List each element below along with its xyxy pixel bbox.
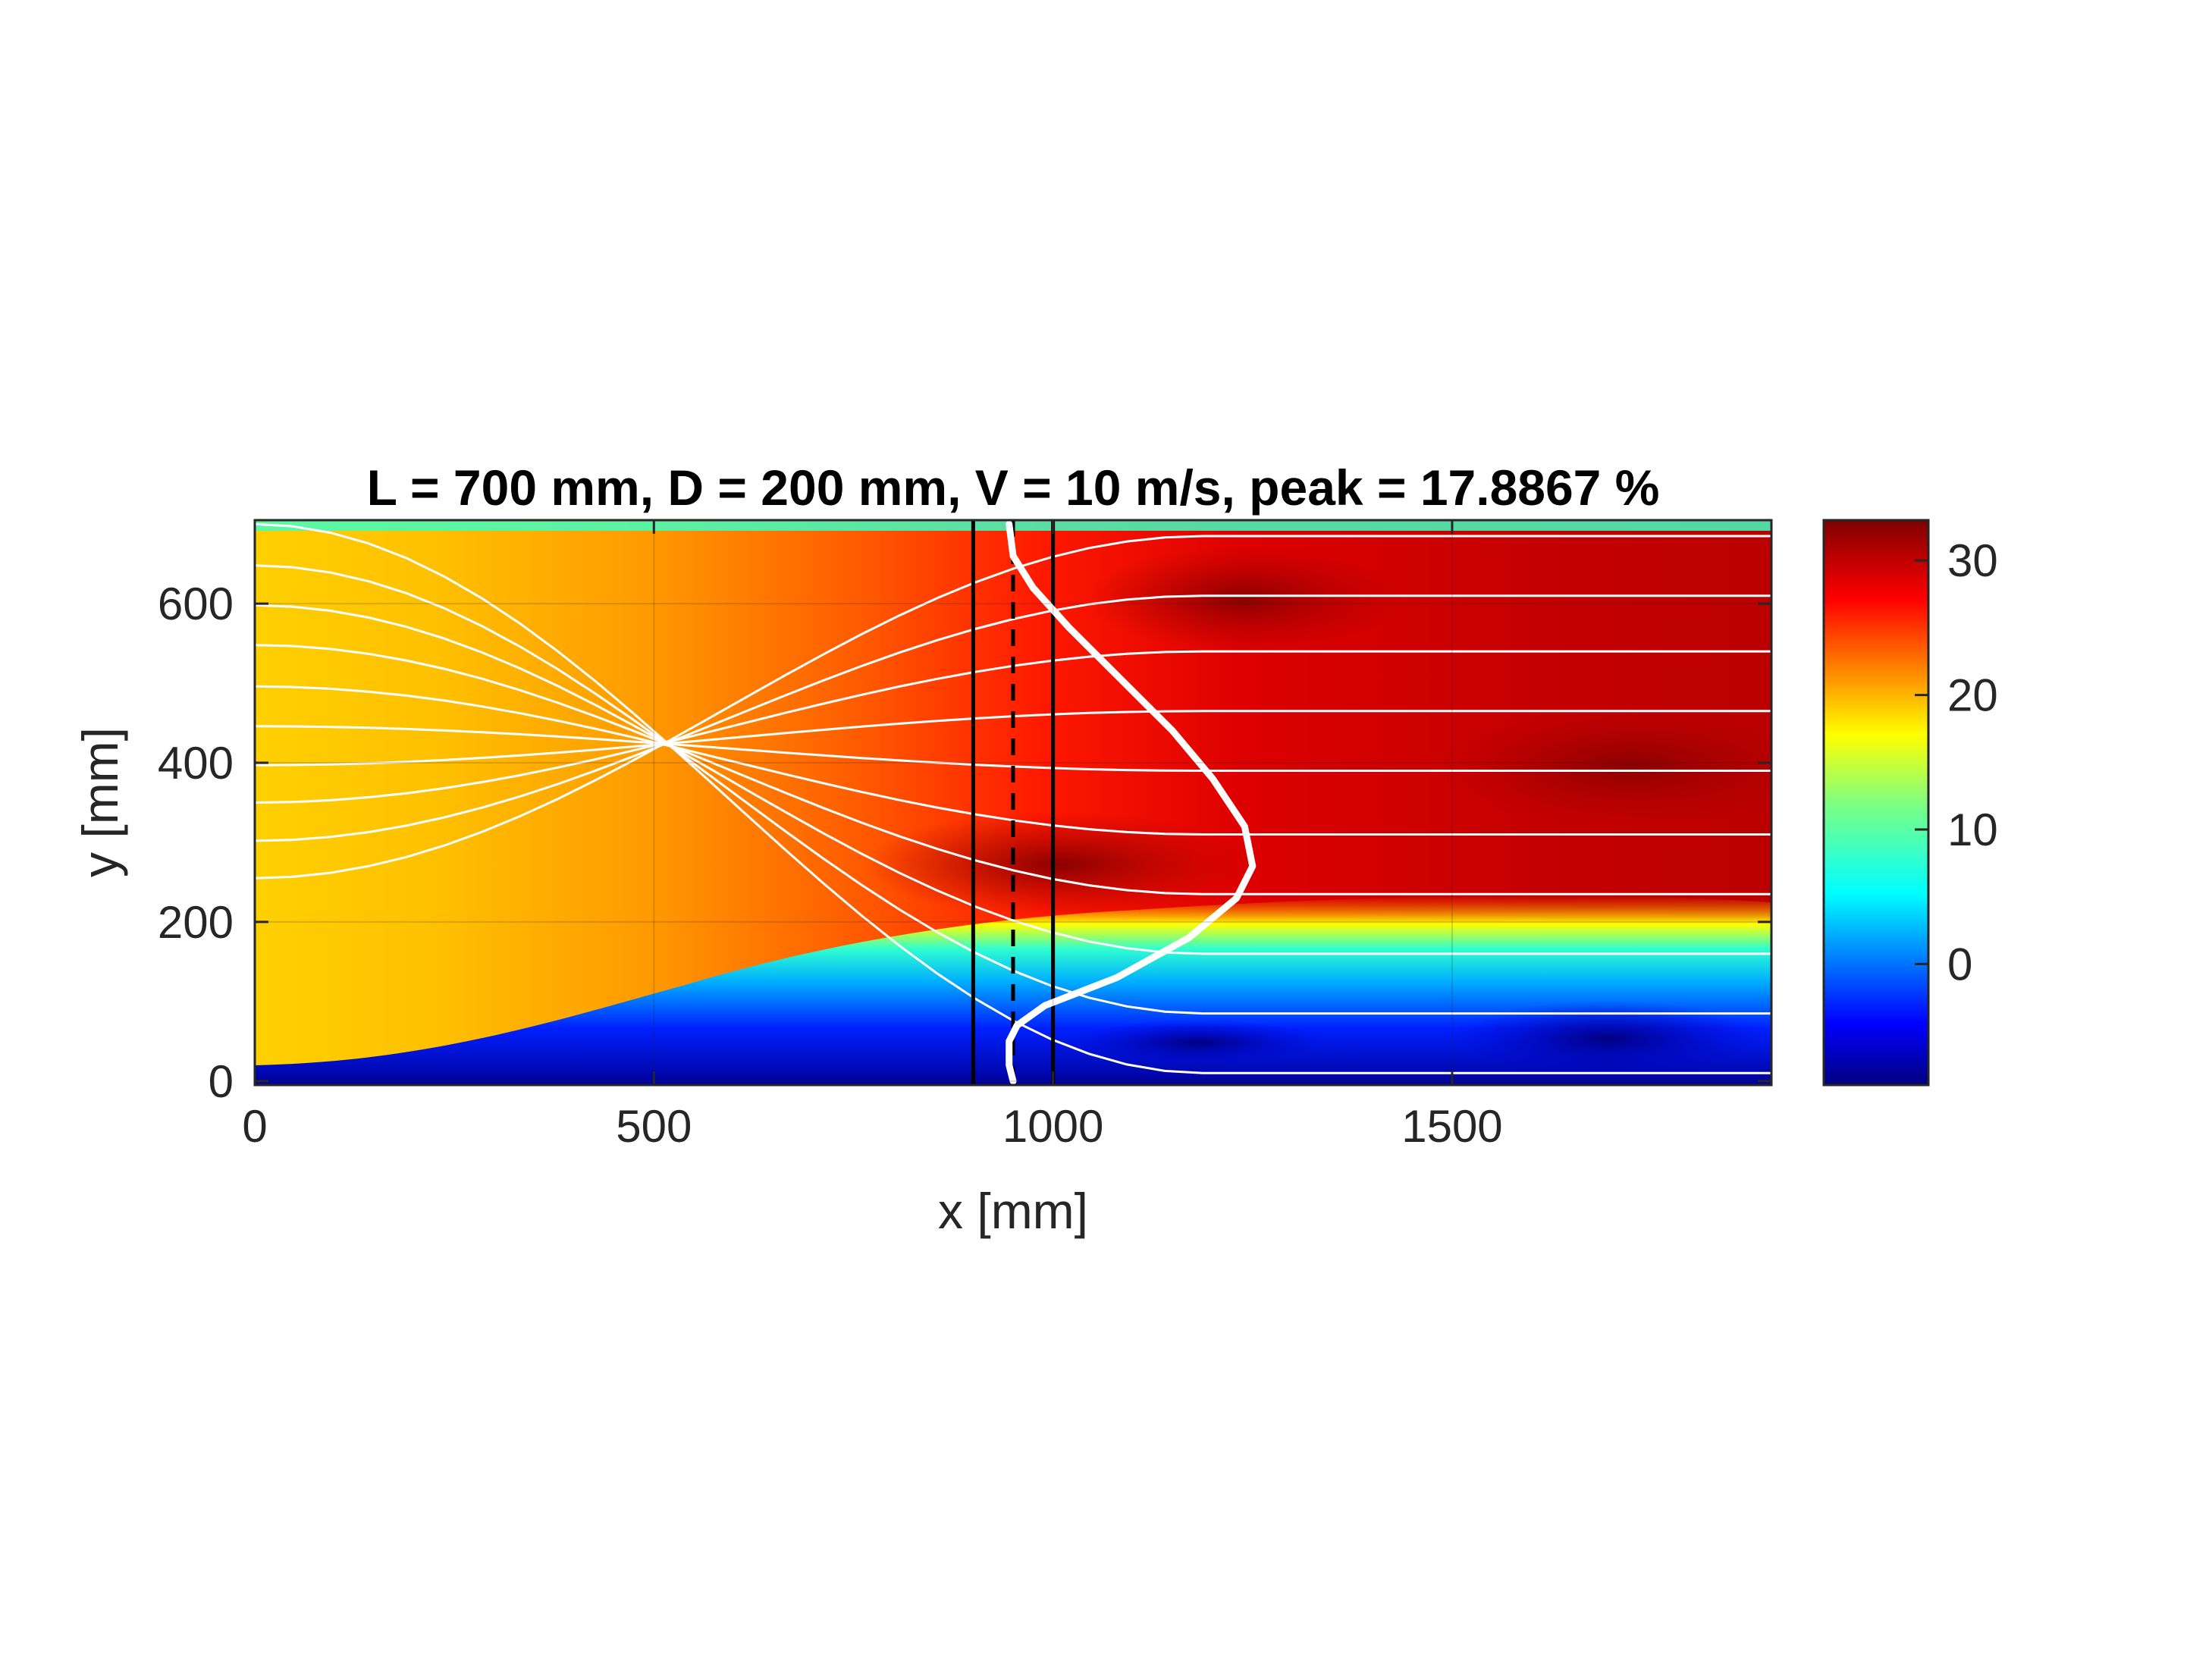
streamline-4 [255,685,1771,836]
x-tick-label-0: 0 [242,1101,267,1152]
colorbar: 0 10 20 30 [1822,519,1998,1087]
profile-curve [1006,520,1257,1085]
streamline-2 [255,604,1771,955]
colorbar-tick-label-2: 20 [1947,670,1998,721]
low-region-right [1448,1001,1767,1077]
y-tick-label-0: 0 [209,1056,234,1107]
x-tick-label-1: 500 [616,1101,692,1152]
x-tick-label-3: 1500 [1401,1101,1502,1152]
x-axis-label: x [mm] [938,1183,1088,1239]
streamline-9 [255,535,1771,880]
y-axis-label: y [mm] [72,727,128,877]
colorbar-tick-label-0: 0 [1947,939,1972,989]
streamline-3 [255,644,1771,895]
x-tick-label-2: 1000 [1002,1101,1103,1152]
core-region-right [1433,705,1771,826]
colorbar-tick-label-3: 30 [1947,535,1998,586]
y-axis-ticks: 0 200 400 600 [158,579,1771,1107]
y-tick-label-1: 200 [158,897,234,948]
colorbar-ticks: 0 10 20 30 [1915,535,1998,989]
plot-frame [253,519,1773,1087]
low-region-middle [1069,1020,1327,1065]
y-tick-label-3: 600 [158,579,234,629]
plot-area [255,520,1771,1085]
core-region-upper [1084,546,1403,652]
grid-lines [254,520,1771,1085]
colorbar-gradient [1822,519,1930,1087]
streamline-8 [255,594,1771,842]
chart-title: L = 700 mm, D = 200 mm, V = 10 m/s, peak… [367,459,1660,516]
core-region-middle [864,811,1259,917]
colorbar-tick-label-1: 10 [1947,804,1998,855]
y-tick-label-2: 400 [158,738,234,789]
x-axis-ticks: 0 500 1000 1500 [242,520,1503,1152]
